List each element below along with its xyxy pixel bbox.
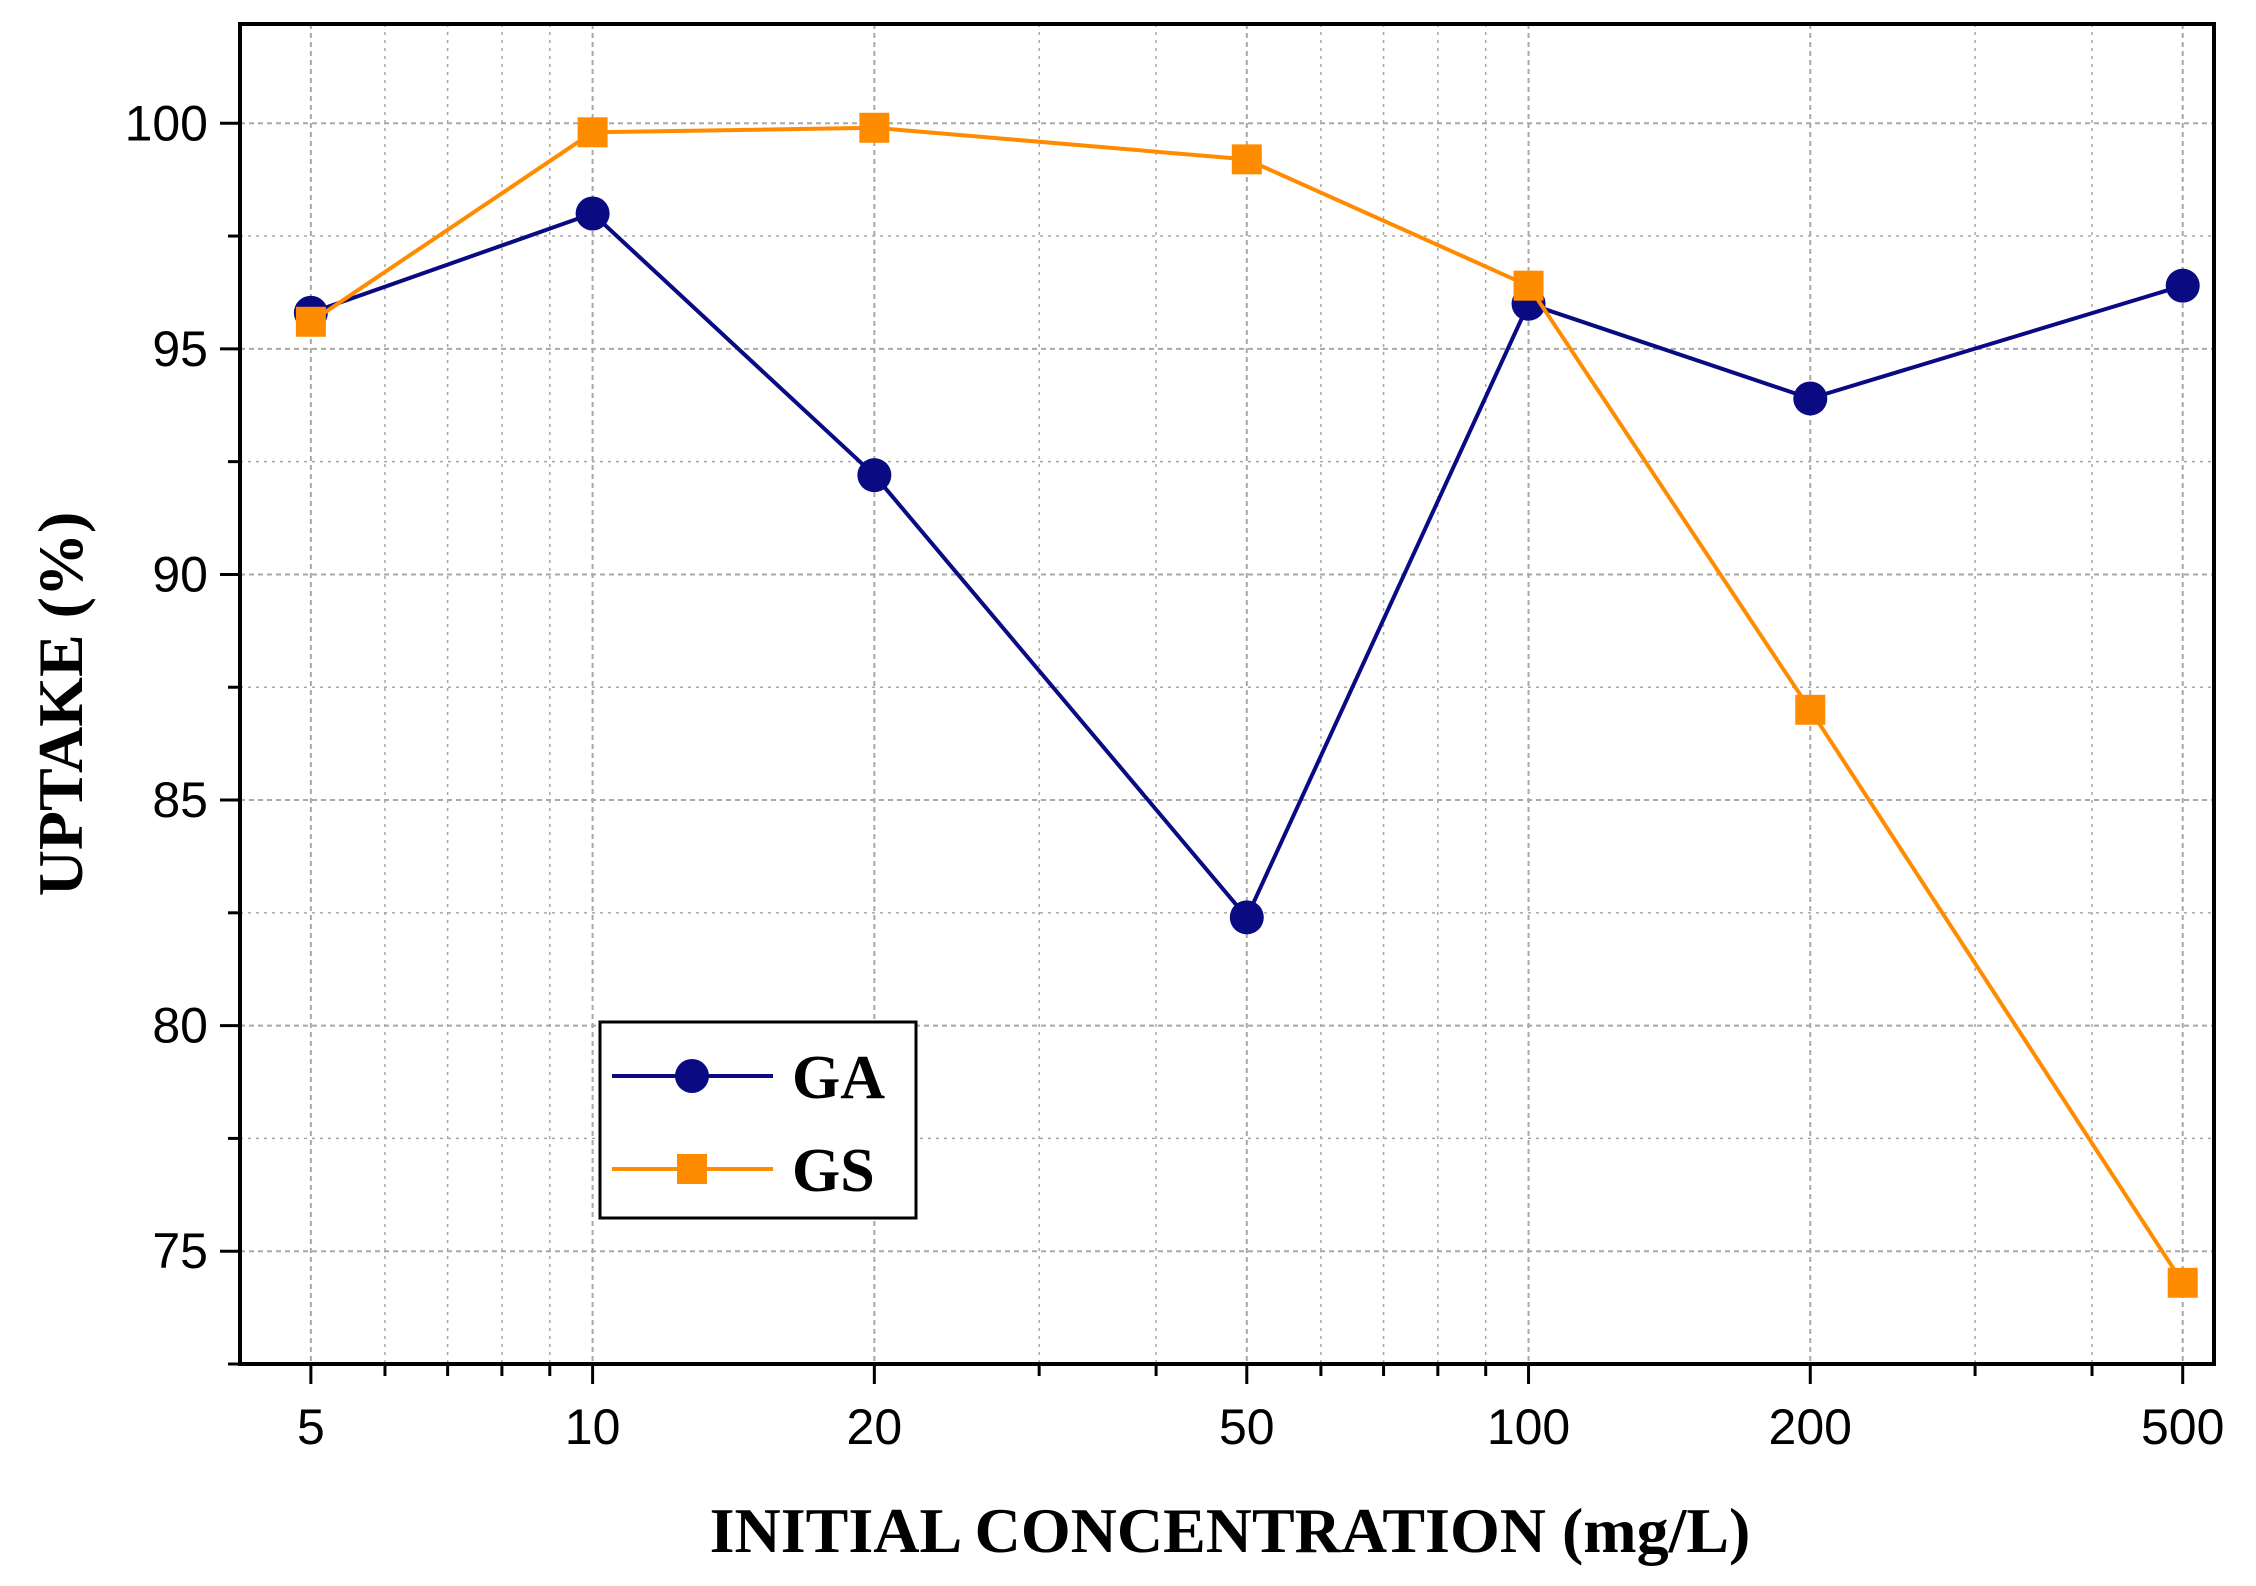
plot-frame: [238, 22, 2216, 1366]
x-tick-label: 50: [1219, 1399, 1275, 1455]
legend-box: [598, 1020, 918, 1220]
series-line-gs: [309, 125, 2185, 1284]
series-gs: [295, 112, 2198, 1298]
legend-label-ga: GA: [792, 1044, 885, 1112]
x-tick-label: 10: [565, 1399, 621, 1455]
data-point-gs: [577, 117, 608, 148]
data-point-ga: [2165, 268, 2200, 303]
y-tick-label: 100: [125, 95, 208, 151]
y-tick-label: 95: [152, 321, 208, 377]
series-ga: [293, 196, 2200, 935]
data-point-gs: [1231, 144, 1262, 175]
data-point-ga: [1793, 381, 1828, 416]
x-tick-label: 5: [297, 1399, 325, 1455]
data-point-gs: [2167, 1267, 2198, 1298]
data-point-gs: [295, 306, 326, 337]
series-layer: [293, 112, 2200, 1298]
data-point-gs: [1513, 270, 1544, 301]
legend-marker-gs: [677, 1154, 707, 1184]
y-axis-title: UPTAKE (%): [25, 512, 96, 897]
legend: GA GS: [598, 1020, 918, 1220]
x-tick-labels: 5 10 20 50 100 200 500: [297, 1399, 2224, 1455]
data-point-ga: [857, 458, 892, 493]
x-tick-label: 100: [1487, 1399, 1570, 1455]
x-tick-label: 20: [847, 1399, 903, 1455]
legend-label-gs: GS: [792, 1137, 875, 1205]
x-tick-label: 500: [2141, 1399, 2224, 1455]
y-tick-label: 80: [152, 998, 208, 1054]
x-axis-title: INITIAL CONCENTRATION (mg/L): [710, 1495, 1751, 1566]
y-tick-label: 85: [152, 772, 208, 828]
data-point-gs: [1795, 694, 1826, 725]
y-tick-labels: 75 80 85 90 95 100: [125, 95, 208, 1279]
grid: [240, 24, 2214, 1365]
x-tick-label: 200: [1769, 1399, 1852, 1455]
y-tick-label: 75: [152, 1223, 208, 1279]
data-point-gs: [859, 112, 890, 143]
legend-marker-ga: [675, 1059, 709, 1093]
data-point-ga: [575, 196, 610, 231]
y-tick-label: 90: [152, 546, 208, 602]
axis-ticks: [220, 121, 2185, 1384]
data-point-ga: [1229, 900, 1264, 935]
